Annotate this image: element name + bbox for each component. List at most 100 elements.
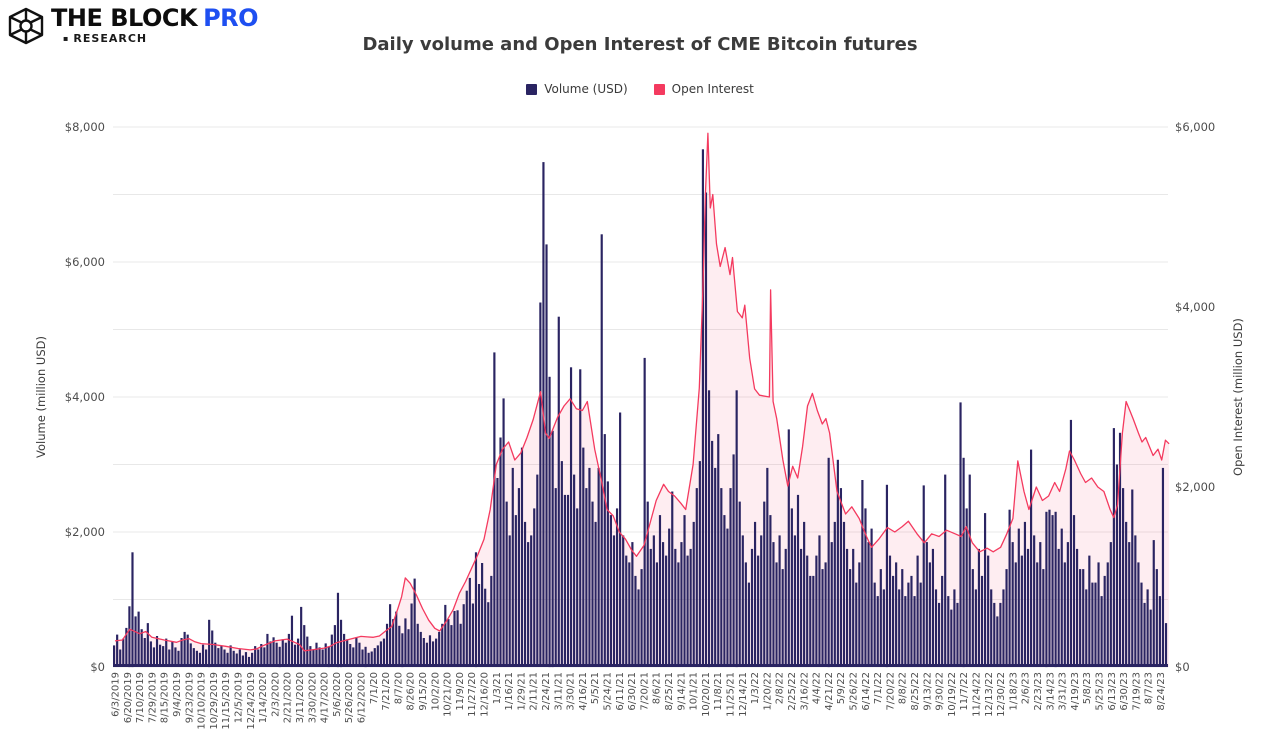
svg-text:2/24/21: 2/24/21	[541, 672, 552, 711]
open-interest-area	[115, 133, 1170, 668]
x-axis-labels: 6/3/2019 6/20/2019 7/10/2019 7/29/2019 8/15/…	[111, 672, 1168, 730]
svg-text:7/20/21: 7/20/21	[639, 672, 650, 711]
svg-text:9/13/22: 9/13/22	[922, 672, 933, 711]
svg-text:3/30/2020: 3/30/2020	[307, 672, 318, 723]
svg-text:2/11/21: 2/11/21	[529, 672, 540, 711]
svg-text:4/19/23: 4/19/23	[1070, 672, 1081, 711]
svg-text:9/14/21: 9/14/21	[676, 672, 687, 711]
svg-text:6/20/2019: 6/20/2019	[123, 672, 134, 723]
svg-text:7/1/20: 7/1/20	[369, 672, 380, 704]
svg-text:1/20/22: 1/20/22	[762, 672, 773, 711]
svg-text:10/10/2019: 10/10/2019	[197, 672, 208, 730]
volume-bars	[113, 149, 1168, 668]
brand-pro: PRO	[203, 4, 259, 32]
svg-text:10/21/20: 10/21/20	[443, 672, 454, 717]
svg-text:$0: $0	[90, 660, 105, 674]
svg-text:8/26/20: 8/26/20	[406, 672, 417, 711]
svg-text:12/5/2019: 12/5/2019	[234, 672, 245, 723]
legend-item-volume: Volume (USD)	[526, 82, 628, 96]
svg-text:6/11/21: 6/11/21	[615, 672, 626, 711]
svg-text:3/14/23: 3/14/23	[1045, 672, 1056, 711]
svg-text:10/2/20: 10/2/20	[430, 672, 441, 711]
svg-text:6/13/23: 6/13/23	[1107, 672, 1118, 711]
svg-text:5/6/2020: 5/6/2020	[332, 672, 343, 717]
legend-item-open-interest: Open Interest	[653, 82, 754, 96]
left-axis-title: Volume (million USD)	[34, 336, 48, 458]
svg-text:6/30/21: 6/30/21	[627, 672, 638, 711]
svg-text:7/20/22: 7/20/22	[885, 672, 896, 711]
right-axis-ticks: $0 $2,000 $4,000 $6,000	[1175, 120, 1215, 674]
the-block-pro-logo: THE BLOCK PRO ▪ RESEARCH	[6, 4, 259, 46]
svg-text:9/30/22: 9/30/22	[935, 672, 946, 711]
svg-text:6/30/23: 6/30/23	[1119, 672, 1130, 711]
svg-text:1/3/21: 1/3/21	[492, 672, 503, 704]
svg-text:5/8/23: 5/8/23	[1082, 672, 1093, 704]
svg-text:1/16/21: 1/16/21	[504, 672, 515, 711]
svg-text:11/27/20: 11/27/20	[467, 672, 478, 717]
svg-text:8/7/20: 8/7/20	[393, 672, 404, 704]
svg-text:$2,000: $2,000	[1175, 480, 1215, 494]
chart-title: Daily volume and Open Interest of CME Bi…	[362, 34, 918, 55]
svg-text:12/14/21: 12/14/21	[738, 672, 749, 717]
svg-text:11/15/2019: 11/15/2019	[221, 672, 232, 730]
brand-the: THE	[51, 4, 103, 32]
svg-text:8/6/21: 8/6/21	[652, 672, 663, 704]
svg-text:9/23/2019: 9/23/2019	[184, 672, 195, 723]
svg-text:2/3/2020: 2/3/2020	[270, 672, 281, 717]
svg-text:11/7/22: 11/7/22	[959, 672, 970, 711]
svg-text:$6,000: $6,000	[65, 255, 105, 269]
svg-text:6/12/2020: 6/12/2020	[357, 672, 368, 723]
svg-text:1/29/21: 1/29/21	[516, 672, 527, 711]
svg-text:11/24/22: 11/24/22	[972, 672, 983, 717]
svg-text:4/16/21: 4/16/21	[578, 672, 589, 711]
svg-text:7/19/23: 7/19/23	[1131, 672, 1142, 711]
svg-text:2/8/22: 2/8/22	[775, 672, 786, 704]
svg-text:10/29/2019: 10/29/2019	[209, 672, 220, 730]
svg-text:12/24/2019: 12/24/2019	[246, 672, 257, 730]
svg-text:11/25/21: 11/25/21	[726, 672, 737, 717]
svg-text:7/10/2019: 7/10/2019	[135, 672, 146, 723]
svg-text:7/29/2019: 7/29/2019	[147, 672, 158, 723]
svg-text:12/16/20: 12/16/20	[480, 672, 491, 717]
svg-text:7/21/20: 7/21/20	[381, 672, 392, 711]
svg-text:11/8/21: 11/8/21	[713, 672, 724, 711]
svg-text:6/3/2019: 6/3/2019	[111, 672, 122, 717]
svg-text:1/18/23: 1/18/23	[1008, 672, 1019, 711]
svg-text:$4,000: $4,000	[1175, 300, 1215, 314]
svg-text:5/24/21: 5/24/21	[603, 672, 614, 711]
svg-text:8/25/22: 8/25/22	[910, 672, 921, 711]
svg-text:2/21/2020: 2/21/2020	[283, 672, 294, 723]
svg-text:3/16/22: 3/16/22	[799, 672, 810, 711]
svg-text:3/11/21: 3/11/21	[553, 672, 564, 711]
svg-text:10/19/22: 10/19/22	[947, 672, 958, 717]
svg-text:4/17/2020: 4/17/2020	[320, 672, 331, 723]
svg-text:$2,000: $2,000	[65, 525, 105, 539]
svg-text:5/5/21: 5/5/21	[590, 672, 601, 704]
svg-text:$8,000: $8,000	[65, 120, 105, 134]
svg-text:3/31/23: 3/31/23	[1058, 672, 1069, 711]
svg-text:$4,000: $4,000	[65, 390, 105, 404]
svg-text:10/20/21: 10/20/21	[701, 672, 712, 717]
svg-text:$6,000: $6,000	[1175, 120, 1215, 134]
svg-text:1/14/2020: 1/14/2020	[258, 672, 269, 723]
brand-wordmark: THE BLOCK PRO	[51, 4, 259, 32]
square-bullet-icon: ▪	[63, 33, 70, 43]
svg-text:10/1/21: 10/1/21	[689, 672, 700, 711]
svg-text:8/15/2019: 8/15/2019	[160, 672, 171, 723]
volume-swatch-icon	[526, 83, 538, 95]
svg-text:3/30/21: 3/30/21	[566, 672, 577, 711]
svg-text:5/9/22: 5/9/22	[836, 672, 847, 704]
svg-text:12/30/22: 12/30/22	[996, 672, 1007, 717]
svg-text:2/25/22: 2/25/22	[787, 672, 798, 711]
svg-text:5/26/22: 5/26/22	[849, 672, 860, 711]
svg-text:5/26/2020: 5/26/2020	[344, 672, 355, 723]
svg-text:8/7/23: 8/7/23	[1144, 672, 1155, 704]
svg-text:2/23/23: 2/23/23	[1033, 672, 1044, 711]
svg-text:8/8/22: 8/8/22	[898, 672, 909, 704]
brand-block: BLOCK	[110, 4, 198, 32]
the-block-cube-icon	[8, 7, 44, 45]
svg-text:6/14/22: 6/14/22	[861, 672, 872, 711]
svg-text:8/24/23: 8/24/23	[1156, 672, 1167, 711]
